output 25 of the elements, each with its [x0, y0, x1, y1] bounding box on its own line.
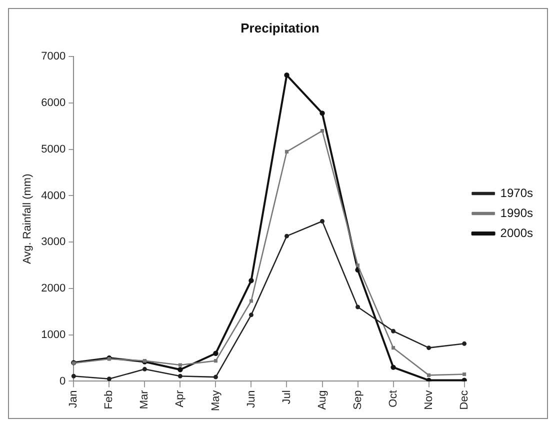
x-tick-label: Jul	[280, 390, 293, 404]
legend-label: 2000s	[500, 226, 534, 240]
y-tick-label: 0	[60, 375, 66, 388]
x-tick-label: Dec	[458, 390, 470, 410]
y-tick-label: 6000	[41, 97, 66, 110]
y-tick-label: 2000	[41, 282, 66, 294]
legend-label: 1990s	[500, 206, 534, 220]
y-tick-label: 1000	[41, 328, 66, 341]
y-tick-label: 5000	[41, 143, 66, 156]
x-tick-label: Apr	[174, 390, 186, 408]
legend-label: 1970s	[500, 186, 534, 200]
y-axis-title: Avg. Rainfall (mm)	[22, 174, 34, 264]
x-tick-label: Feb	[103, 390, 116, 410]
x-tick-label: Jan	[68, 390, 80, 408]
x-tick-label: Nov	[422, 390, 435, 410]
x-tick-label: Aug	[316, 390, 328, 410]
x-tick-label: May	[210, 390, 222, 411]
y-tick-label: 3000	[41, 236, 66, 248]
x-tick-label: Mar	[138, 390, 151, 410]
chart-title: Precipitation	[240, 20, 320, 36]
x-tick-label: Sep	[352, 390, 364, 410]
x-tick-label: Jun	[245, 390, 258, 408]
y-tick-label: 4000	[41, 190, 66, 202]
x-tick-label: Oct	[387, 390, 400, 408]
y-tick-label: 7000	[41, 50, 66, 63]
